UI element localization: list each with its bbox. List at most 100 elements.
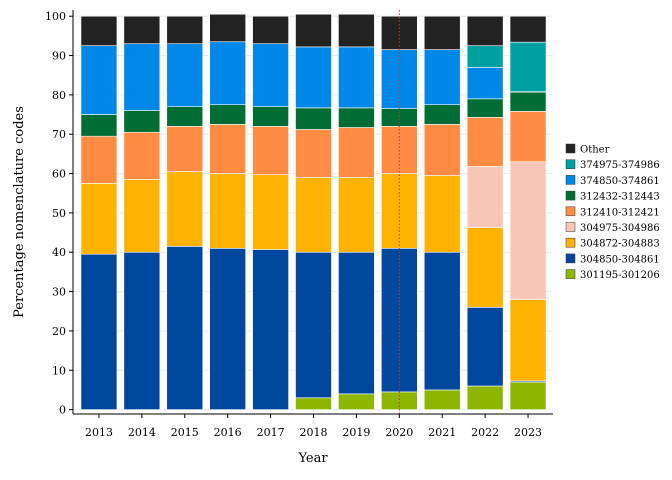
- bar-segment: [295, 251, 332, 399]
- bar-segment: [338, 251, 375, 395]
- bar-segment: [509, 381, 547, 410]
- x-tick-label: 2015: [171, 426, 199, 439]
- x-tick-label: 2014: [128, 426, 156, 439]
- bar-segment: [123, 110, 161, 133]
- bar-segment: [423, 124, 461, 176]
- y-tick-label: 50: [52, 207, 66, 220]
- bar-segment: [166, 43, 204, 107]
- bar-segment: [466, 166, 504, 228]
- bar-segment: [338, 127, 375, 178]
- bar-segment: [166, 246, 204, 410]
- bar-segment: [509, 41, 547, 93]
- x-tick-label: 2020: [385, 426, 413, 439]
- bar-segment: [80, 183, 118, 255]
- bar-segment: [166, 106, 204, 127]
- bar-segment: [123, 15, 161, 45]
- bar-segment: [295, 107, 332, 130]
- bar-segment: [209, 41, 246, 106]
- x-tick-label: 2017: [257, 426, 285, 439]
- bar-segment: [466, 67, 504, 100]
- bar-segment: [509, 161, 547, 300]
- x-tick-label: 2023: [514, 426, 542, 439]
- bar-segment: [252, 43, 289, 107]
- bar-segment: [466, 385, 504, 410]
- bar-segment: [80, 135, 118, 184]
- bar-segment: [509, 111, 547, 163]
- legend-swatch: [565, 159, 576, 169]
- legend-label: Other: [580, 145, 610, 156]
- legend-label: 304872-304883: [580, 239, 660, 250]
- legend-label: 374850-374861: [580, 176, 660, 187]
- bar-segment: [295, 177, 332, 253]
- bar-segment: [123, 43, 161, 111]
- y-tick-label: 90: [52, 50, 66, 63]
- y-tick-label: 30: [52, 286, 66, 299]
- bar-segment: [466, 98, 504, 118]
- bar-segment: [509, 91, 547, 112]
- bar-segment: [166, 171, 204, 247]
- x-axis-title: Year: [297, 451, 328, 466]
- bar-segment: [123, 131, 161, 180]
- y-tick-label: 40: [52, 246, 66, 259]
- x-tick-label: 2019: [342, 426, 370, 439]
- legend-label: 312410-312421: [580, 207, 660, 218]
- bar-segment: [338, 177, 375, 253]
- legend-swatch: [565, 206, 576, 217]
- bar-segment: [209, 173, 246, 249]
- bar-segment: [338, 393, 375, 410]
- y-axis-title: Percentage nomenclature codes: [12, 106, 27, 318]
- bar-segment: [295, 46, 332, 109]
- y-tick-label: 70: [52, 128, 66, 141]
- bar-segment: [381, 126, 418, 174]
- legend-swatch: [565, 190, 576, 201]
- bar-segment: [423, 389, 461, 410]
- bar-segment: [80, 15, 118, 47]
- bar-segment: [423, 49, 461, 106]
- bar-segment: [252, 106, 289, 127]
- x-tick-label: 2021: [428, 426, 456, 439]
- legend-label: 374975-374986: [580, 160, 660, 171]
- bar-segment: [423, 15, 461, 50]
- bar-segment: [338, 46, 375, 109]
- bar-segment: [252, 126, 289, 176]
- bar-segment: [166, 126, 204, 172]
- x-tick-label: 2013: [85, 426, 113, 439]
- bar-segment: [295, 13, 332, 48]
- y-tick-label: 60: [52, 168, 66, 181]
- legend-swatch: [565, 175, 576, 185]
- bar-segment: [466, 45, 504, 68]
- bar-segment: [209, 13, 246, 43]
- bars: [80, 13, 547, 410]
- x-tick-label: 2016: [214, 426, 242, 439]
- bar-segment: [338, 107, 375, 128]
- y-tick-label: 10: [52, 364, 66, 377]
- bar-segment: [166, 15, 204, 45]
- bar-segment: [295, 129, 332, 178]
- x-tick-label: 2022: [471, 426, 499, 439]
- bar-segment: [381, 108, 418, 127]
- legend-label: 301195-301206: [580, 270, 660, 281]
- legend-swatch: [565, 253, 576, 264]
- bar-segment: [509, 299, 547, 382]
- bar-segment: [123, 251, 161, 410]
- legend-swatch: [565, 237, 576, 248]
- bar-segment: [209, 248, 246, 410]
- x-tick-label: 2018: [300, 426, 328, 439]
- legend-label: 312432-312443: [580, 192, 660, 203]
- axes: 0 10 20 30 40 50 60 70 80 90 100 2013 2014 2015 2016 20…: [45, 10, 553, 439]
- bar-segment: [423, 175, 461, 253]
- bar-segment: [80, 114, 118, 137]
- bar-segment: [338, 13, 375, 48]
- legend: Other 374975-374986 374850-374861 312432-31…: [565, 143, 660, 281]
- bar-segment: [466, 117, 504, 167]
- bar-segment: [466, 307, 504, 387]
- legend-swatch: [565, 269, 576, 279]
- y-tick-label: 0: [59, 404, 66, 417]
- y-tick-label: 20: [52, 325, 66, 338]
- bar-segment: [381, 49, 418, 109]
- bar-segment: [80, 253, 118, 410]
- bar-segment: [509, 15, 547, 43]
- bar-segment: [466, 227, 504, 308]
